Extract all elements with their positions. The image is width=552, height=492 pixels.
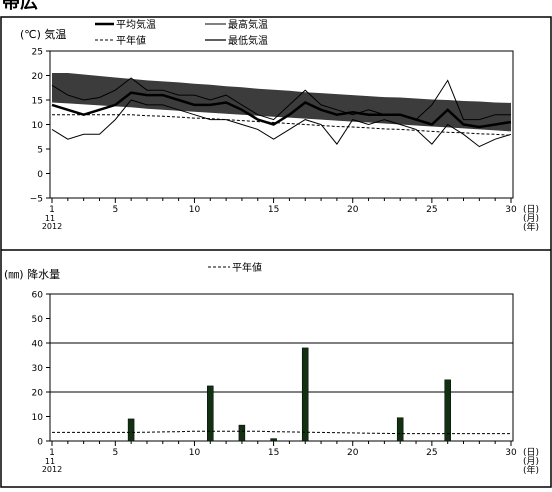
legend-max-label: 最高気温: [228, 18, 268, 31]
temp-y-label: (℃) 気温: [20, 27, 66, 41]
legend-normal-label: 平年値: [116, 34, 146, 47]
series-min-line: [51, 99, 512, 148]
precip-bar: [301, 347, 309, 442]
temp-legend: 平均気温 平年値 最高気温 最低気温: [95, 18, 268, 47]
series-max-line: [51, 77, 511, 121]
precip-month-label: 11: [45, 457, 55, 466]
precip-xtick-label: 30: [505, 448, 517, 458]
temp-xtick-label: 30: [505, 205, 517, 215]
precip-bar: [396, 417, 404, 442]
legend-mean-label: 平均気温: [116, 18, 156, 31]
temp-unit-day: (日): [523, 204, 539, 215]
temp-ytick-label: 15: [32, 97, 43, 107]
temp-xtick-label: 10: [189, 205, 201, 215]
temp-ytick-label: 20: [32, 72, 44, 82]
legend-precip-normal-label: 平年値: [232, 261, 262, 274]
precip-xtick-label: 20: [347, 448, 359, 458]
precip-bar: [444, 379, 451, 442]
precip-ytick-label: 0: [37, 438, 43, 448]
temp-month-label: 11: [45, 214, 55, 223]
series-mean-line: [51, 91, 512, 129]
precip-bar: [127, 418, 135, 442]
temp-xtick-label: 15: [268, 205, 279, 215]
precip-y-label: (㎜) 降水量: [4, 267, 60, 281]
temp-ytick-label: −5: [30, 195, 43, 205]
precip-ytick-label: 10: [32, 413, 44, 423]
precip-ytick-label: 50: [32, 315, 44, 325]
precip-bar: [238, 424, 246, 442]
precip-normal-line: [52, 430, 511, 435]
precip-unit-month: (月): [523, 456, 539, 467]
precip-xtick-label: 5: [112, 448, 118, 458]
temp-xtick-label: 1: [49, 205, 55, 215]
temp-ytick-label: 0: [37, 170, 43, 180]
precip-legend: 平年値: [208, 261, 262, 274]
temp-ytick-label: 5: [37, 146, 43, 156]
precip-year-label: 2012: [42, 465, 62, 474]
precip-unit-day: (日): [523, 447, 539, 458]
precip-xtick-label: 10: [189, 448, 201, 458]
temp-xtick-label: 5: [112, 205, 118, 215]
precip-ytick-label: 40: [32, 340, 44, 350]
outer-frame: [0, 16, 552, 488]
temp-ytick-label: 25: [32, 48, 43, 58]
precip-xtick-label: 1: [49, 448, 55, 458]
temp-xtick-label: 20: [347, 205, 359, 215]
precip-ytick-label: 30: [32, 364, 44, 374]
temp-year-label: 2012: [42, 222, 62, 231]
precip-xtick-label: 15: [268, 448, 279, 458]
temp-ytick-label: 10: [32, 121, 44, 131]
precip-ytick-label: 20: [32, 389, 44, 399]
precip-unit-year: (年): [523, 464, 539, 476]
precip-xtick-label: 25: [426, 448, 437, 458]
precip-ytick-label: 60: [32, 291, 44, 301]
temp-unit-month: (月): [523, 213, 539, 224]
page-title: 帯広: [2, 0, 38, 13]
temp-xtick-label: 25: [426, 205, 437, 215]
precip-bar: [270, 438, 277, 442]
precip-frame: [49, 293, 514, 442]
series-normal-line: [52, 114, 512, 136]
normal-range-band: [52, 73, 511, 132]
legend-min-label: 最低気温: [228, 34, 268, 47]
precip-bar: [207, 385, 214, 442]
temp-unit-year: (年): [523, 221, 539, 233]
